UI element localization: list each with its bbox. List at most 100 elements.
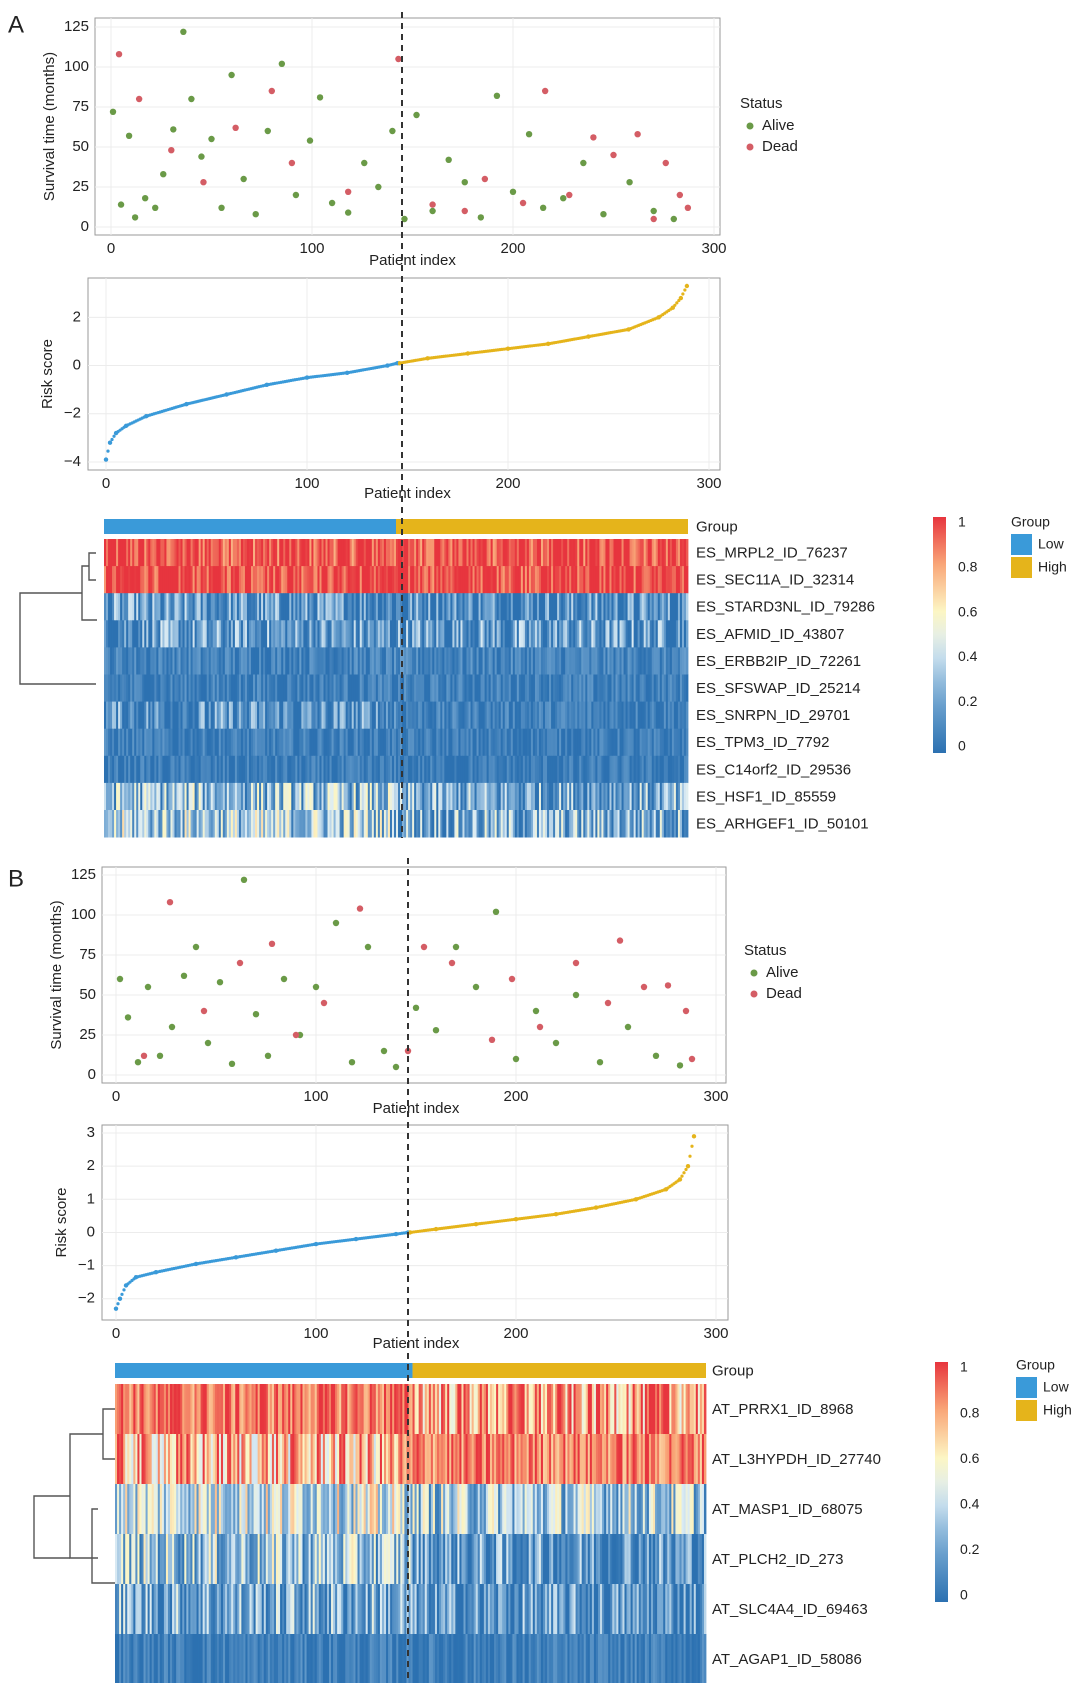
heatmap-cell bbox=[641, 674, 645, 702]
heatmap-cell bbox=[178, 1434, 181, 1485]
heatmap-cell bbox=[476, 701, 479, 730]
heatmap-cell bbox=[494, 620, 498, 648]
risk-curve-dot bbox=[683, 288, 687, 292]
heatmap-cell bbox=[137, 1534, 140, 1585]
heatmap-cell bbox=[162, 701, 165, 730]
heatmap-cell bbox=[168, 701, 171, 730]
heatmap-cell bbox=[148, 810, 151, 838]
heatmap-cell bbox=[246, 810, 250, 838]
heatmap-cell bbox=[222, 647, 226, 675]
heatmap-cell bbox=[138, 810, 141, 838]
heatmap-cell bbox=[667, 1384, 670, 1435]
heatmap-cell bbox=[320, 1384, 324, 1435]
heatmap-cell bbox=[516, 647, 520, 675]
heatmap-cell bbox=[553, 755, 556, 784]
heatmap-cell bbox=[611, 647, 614, 675]
heatmap-cell bbox=[124, 620, 127, 648]
heatmap-cell bbox=[152, 647, 155, 675]
heatmap-cell bbox=[307, 755, 310, 784]
heatmap-cell bbox=[591, 810, 594, 838]
heatmap-cell bbox=[353, 593, 357, 621]
heatmap-cell bbox=[343, 647, 347, 675]
heatmap-cell bbox=[667, 539, 671, 567]
heatmap-cell bbox=[232, 647, 236, 675]
heatmap-cell bbox=[579, 647, 582, 675]
heatmap-cell bbox=[244, 810, 248, 838]
heatmap-cell bbox=[641, 539, 645, 567]
heatmap-cell bbox=[404, 1484, 407, 1535]
heatmap-cell bbox=[677, 620, 681, 648]
heatmap-cell bbox=[154, 755, 157, 784]
heatmap-cell bbox=[571, 539, 574, 567]
survival-point-dead bbox=[590, 134, 597, 141]
survival-point-alive bbox=[192, 943, 200, 951]
survival-point-dead bbox=[508, 975, 516, 983]
heatmap-cell bbox=[510, 647, 514, 675]
heatmap-cell bbox=[357, 620, 361, 648]
heatmap-row-label: AT_L3HYPDH_ID_27740 bbox=[712, 1451, 881, 1468]
heatmap-cell bbox=[216, 647, 220, 675]
heatmap-cell bbox=[530, 593, 534, 621]
heatmap-cell bbox=[176, 1534, 179, 1585]
heatmap-cell bbox=[627, 647, 630, 675]
heatmap-cell bbox=[522, 810, 526, 838]
heatmap-cell bbox=[351, 620, 355, 648]
heatmap-cell bbox=[601, 755, 604, 784]
heatmap-cell bbox=[593, 539, 596, 567]
heatmap-cell bbox=[259, 728, 262, 757]
heatmap-cell bbox=[196, 1384, 199, 1435]
heatmap-cell bbox=[402, 728, 405, 757]
heatmap-cell bbox=[661, 1434, 664, 1485]
heatmap-cell bbox=[259, 620, 262, 648]
heatmap-cell bbox=[508, 728, 512, 757]
heatmap-cell bbox=[263, 539, 266, 567]
heatmap-cell bbox=[518, 566, 522, 594]
heatmap-cell bbox=[251, 620, 254, 648]
heatmap-cell bbox=[150, 810, 153, 838]
heatmap-cell bbox=[125, 1534, 128, 1585]
heatmap-cell bbox=[681, 701, 685, 730]
heatmap-cell bbox=[393, 593, 397, 621]
heatmap-cell bbox=[518, 1484, 521, 1535]
heatmap-cell bbox=[514, 728, 518, 757]
heatmap-cell bbox=[667, 1434, 670, 1485]
heatmap-cell bbox=[222, 593, 226, 621]
heatmap-cell bbox=[106, 674, 109, 702]
heatmap-cell bbox=[567, 674, 570, 702]
survival-point-alive bbox=[572, 991, 580, 999]
heatmap-cell bbox=[333, 728, 336, 757]
heatmap-cell bbox=[470, 755, 473, 784]
heatmap-cell bbox=[138, 674, 141, 702]
heatmap-cell bbox=[655, 566, 659, 594]
survival-point-alive bbox=[676, 1062, 684, 1069]
heatmap-cell bbox=[142, 755, 145, 784]
y-tick-label: 2 bbox=[87, 1157, 95, 1174]
heatmap-cell bbox=[389, 755, 393, 784]
heatmap-cell bbox=[514, 674, 518, 702]
heatmap-cell bbox=[231, 1384, 234, 1435]
heatmap-cell bbox=[114, 674, 117, 702]
heatmap-cell bbox=[402, 1484, 405, 1535]
heatmap-cell bbox=[669, 782, 673, 811]
heatmap-cell bbox=[400, 566, 403, 594]
heatmap-cell bbox=[569, 620, 572, 648]
heatmap-cell bbox=[583, 782, 586, 811]
heatmap-cell bbox=[701, 1434, 705, 1485]
heatmap-cell bbox=[157, 1434, 161, 1485]
heatmap-cell bbox=[369, 620, 373, 648]
heatmap-cell bbox=[398, 755, 401, 784]
heatmap-cell bbox=[675, 1484, 678, 1535]
heatmap-cell bbox=[448, 755, 451, 784]
heatmap-cell bbox=[559, 539, 562, 567]
heatmap-cell bbox=[331, 1484, 334, 1535]
heatmap-cell bbox=[679, 701, 683, 730]
heatmap-cell bbox=[257, 782, 260, 811]
heatmap-cell bbox=[504, 1434, 507, 1485]
heatmap-cell bbox=[132, 620, 135, 648]
heatmap-cell bbox=[442, 782, 445, 811]
heatmap-cell bbox=[271, 728, 274, 757]
heatmap-cell bbox=[625, 810, 628, 838]
heatmap-cell bbox=[575, 539, 578, 567]
heatmap-cell bbox=[373, 674, 377, 702]
heatmap-cell bbox=[311, 782, 314, 811]
